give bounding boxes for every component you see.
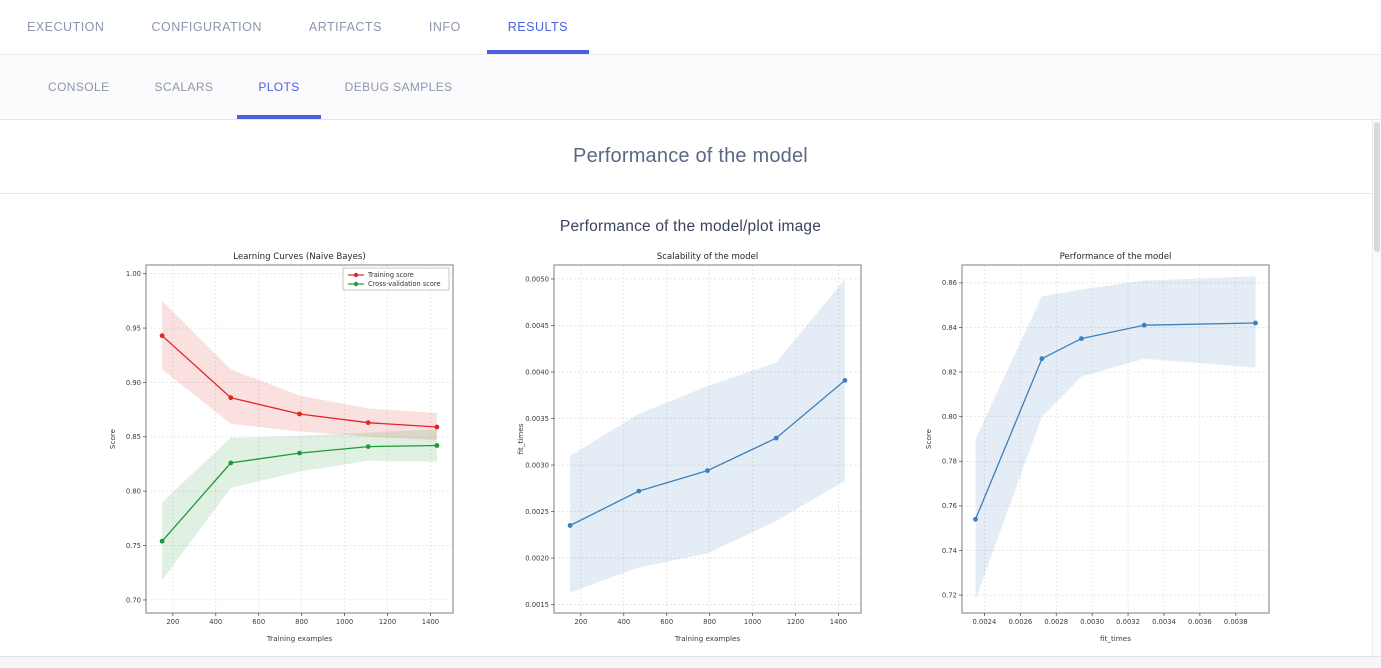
- tab-results[interactable]: RESULTS: [486, 0, 590, 54]
- vertical-scrollbar[interactable]: [1372, 120, 1381, 656]
- tab-configuration[interactable]: CONFIGURATION: [151, 20, 262, 34]
- tab-scalars[interactable]: SCALARS: [154, 80, 214, 94]
- svg-text:0.0034: 0.0034: [1152, 618, 1176, 626]
- svg-text:400: 400: [209, 618, 222, 626]
- svg-text:0.82: 0.82: [941, 368, 956, 376]
- vertical-scrollbar-thumb[interactable]: [1374, 122, 1380, 252]
- plot-group-header: Performance of the model: [0, 120, 1381, 194]
- tab-artifacts[interactable]: ARTIFACTS: [308, 20, 382, 34]
- svg-text:0.0050: 0.0050: [525, 275, 549, 283]
- horizontal-scrollbar[interactable]: [0, 656, 1381, 668]
- svg-text:0.95: 0.95: [125, 324, 140, 332]
- svg-text:0.0024: 0.0024: [972, 618, 996, 626]
- svg-text:0.90: 0.90: [125, 379, 140, 387]
- svg-text:1200: 1200: [786, 618, 803, 626]
- svg-text:0.72: 0.72: [941, 591, 956, 599]
- svg-text:Learning Curves (Naive Bayes): Learning Curves (Naive Bayes): [233, 252, 366, 262]
- svg-text:0.0030: 0.0030: [525, 461, 549, 469]
- svg-text:200: 200: [166, 618, 179, 626]
- svg-text:0.0028: 0.0028: [1044, 618, 1068, 626]
- svg-text:Performance of the model: Performance of the model: [1059, 252, 1171, 262]
- svg-text:0.0032: 0.0032: [1116, 618, 1140, 626]
- svg-text:0.0025: 0.0025: [525, 508, 549, 516]
- chart-learning-curves[interactable]: 200 400 600 800 1000 1200 1400 0.70 0.75 0.80 0.85…: [104, 248, 462, 646]
- svg-text:Score: Score: [108, 428, 117, 449]
- svg-text:400: 400: [617, 618, 630, 626]
- svg-text:Scalability of the model: Scalability of the model: [656, 252, 758, 262]
- svg-text:0.0045: 0.0045: [525, 322, 549, 330]
- svg-text:Cross-validation score: Cross-validation score: [368, 280, 441, 288]
- svg-text:1000: 1000: [743, 618, 760, 626]
- tab-plots[interactable]: PLOTS: [237, 55, 322, 119]
- results-content: Performance of the model Performance of …: [0, 120, 1381, 646]
- svg-text:0.0036: 0.0036: [1187, 618, 1211, 626]
- plot-group-title: Performance of the model: [573, 145, 808, 167]
- svg-text:Training examples: Training examples: [265, 634, 332, 643]
- svg-text:1.00: 1.00: [125, 270, 140, 278]
- svg-text:0.76: 0.76: [941, 502, 956, 510]
- tab-execution[interactable]: EXECUTION: [27, 20, 105, 34]
- svg-text:200: 200: [574, 618, 587, 626]
- svg-text:0.0015: 0.0015: [525, 601, 549, 609]
- svg-text:0.86: 0.86: [941, 279, 956, 287]
- chart-performance[interactable]: 0.0024 0.0026 0.0028 0.0030 0.0032 0.0034 0.00…: [920, 248, 1278, 646]
- tab-info[interactable]: INFO: [428, 20, 461, 34]
- svg-text:1400: 1400: [421, 618, 438, 626]
- svg-text:0.0020: 0.0020: [525, 554, 549, 562]
- svg-text:0.84: 0.84: [941, 324, 956, 332]
- tab-console[interactable]: CONSOLE: [48, 80, 110, 94]
- svg-text:Score: Score: [924, 428, 933, 449]
- svg-text:0.0038: 0.0038: [1223, 618, 1247, 626]
- svg-text:0.0026: 0.0026: [1008, 618, 1032, 626]
- svg-text:600: 600: [252, 618, 265, 626]
- svg-text:0.80: 0.80: [125, 488, 140, 496]
- tab-debug-samples[interactable]: DEBUG SAMPLES: [344, 80, 453, 94]
- secondary-tab-bar: CONSOLE SCALARS PLOTS DEBUG SAMPLES: [0, 55, 1381, 120]
- svg-text:600: 600: [660, 618, 673, 626]
- svg-text:fit_times: fit_times: [516, 423, 525, 454]
- svg-text:1200: 1200: [378, 618, 395, 626]
- svg-text:0.70: 0.70: [125, 596, 140, 604]
- svg-text:0.78: 0.78: [941, 458, 956, 466]
- svg-text:1400: 1400: [829, 618, 846, 626]
- plot-card: Performance of the model/plot image 200 4…: [0, 194, 1381, 646]
- chart-scalability[interactable]: 200 400 600 800 1000 1200 1400 0.0015 0.0020 0.00…: [512, 248, 870, 646]
- svg-text:0.0030: 0.0030: [1080, 618, 1104, 626]
- svg-text:Training score: Training score: [367, 271, 414, 279]
- svg-text:0.0040: 0.0040: [525, 368, 549, 376]
- svg-text:0.74: 0.74: [941, 547, 956, 555]
- svg-text:0.85: 0.85: [125, 433, 140, 441]
- svg-text:1000: 1000: [335, 618, 352, 626]
- plot-title: Performance of the model/plot image: [559, 218, 822, 235]
- primary-tab-bar: EXECUTION CONFIGURATION ARTIFACTS INFO R…: [0, 0, 1381, 55]
- svg-text:0.0035: 0.0035: [525, 415, 549, 423]
- charts-row: 200 400 600 800 1000 1200 1400 0.70 0.75 0.80 0.85…: [0, 248, 1381, 646]
- svg-text:800: 800: [295, 618, 308, 626]
- svg-text:0.75: 0.75: [125, 542, 140, 550]
- svg-text:fit_times: fit_times: [1100, 634, 1131, 643]
- svg-text:0.80: 0.80: [941, 413, 956, 421]
- svg-text:Training examples: Training examples: [673, 634, 740, 643]
- svg-text:800: 800: [703, 618, 716, 626]
